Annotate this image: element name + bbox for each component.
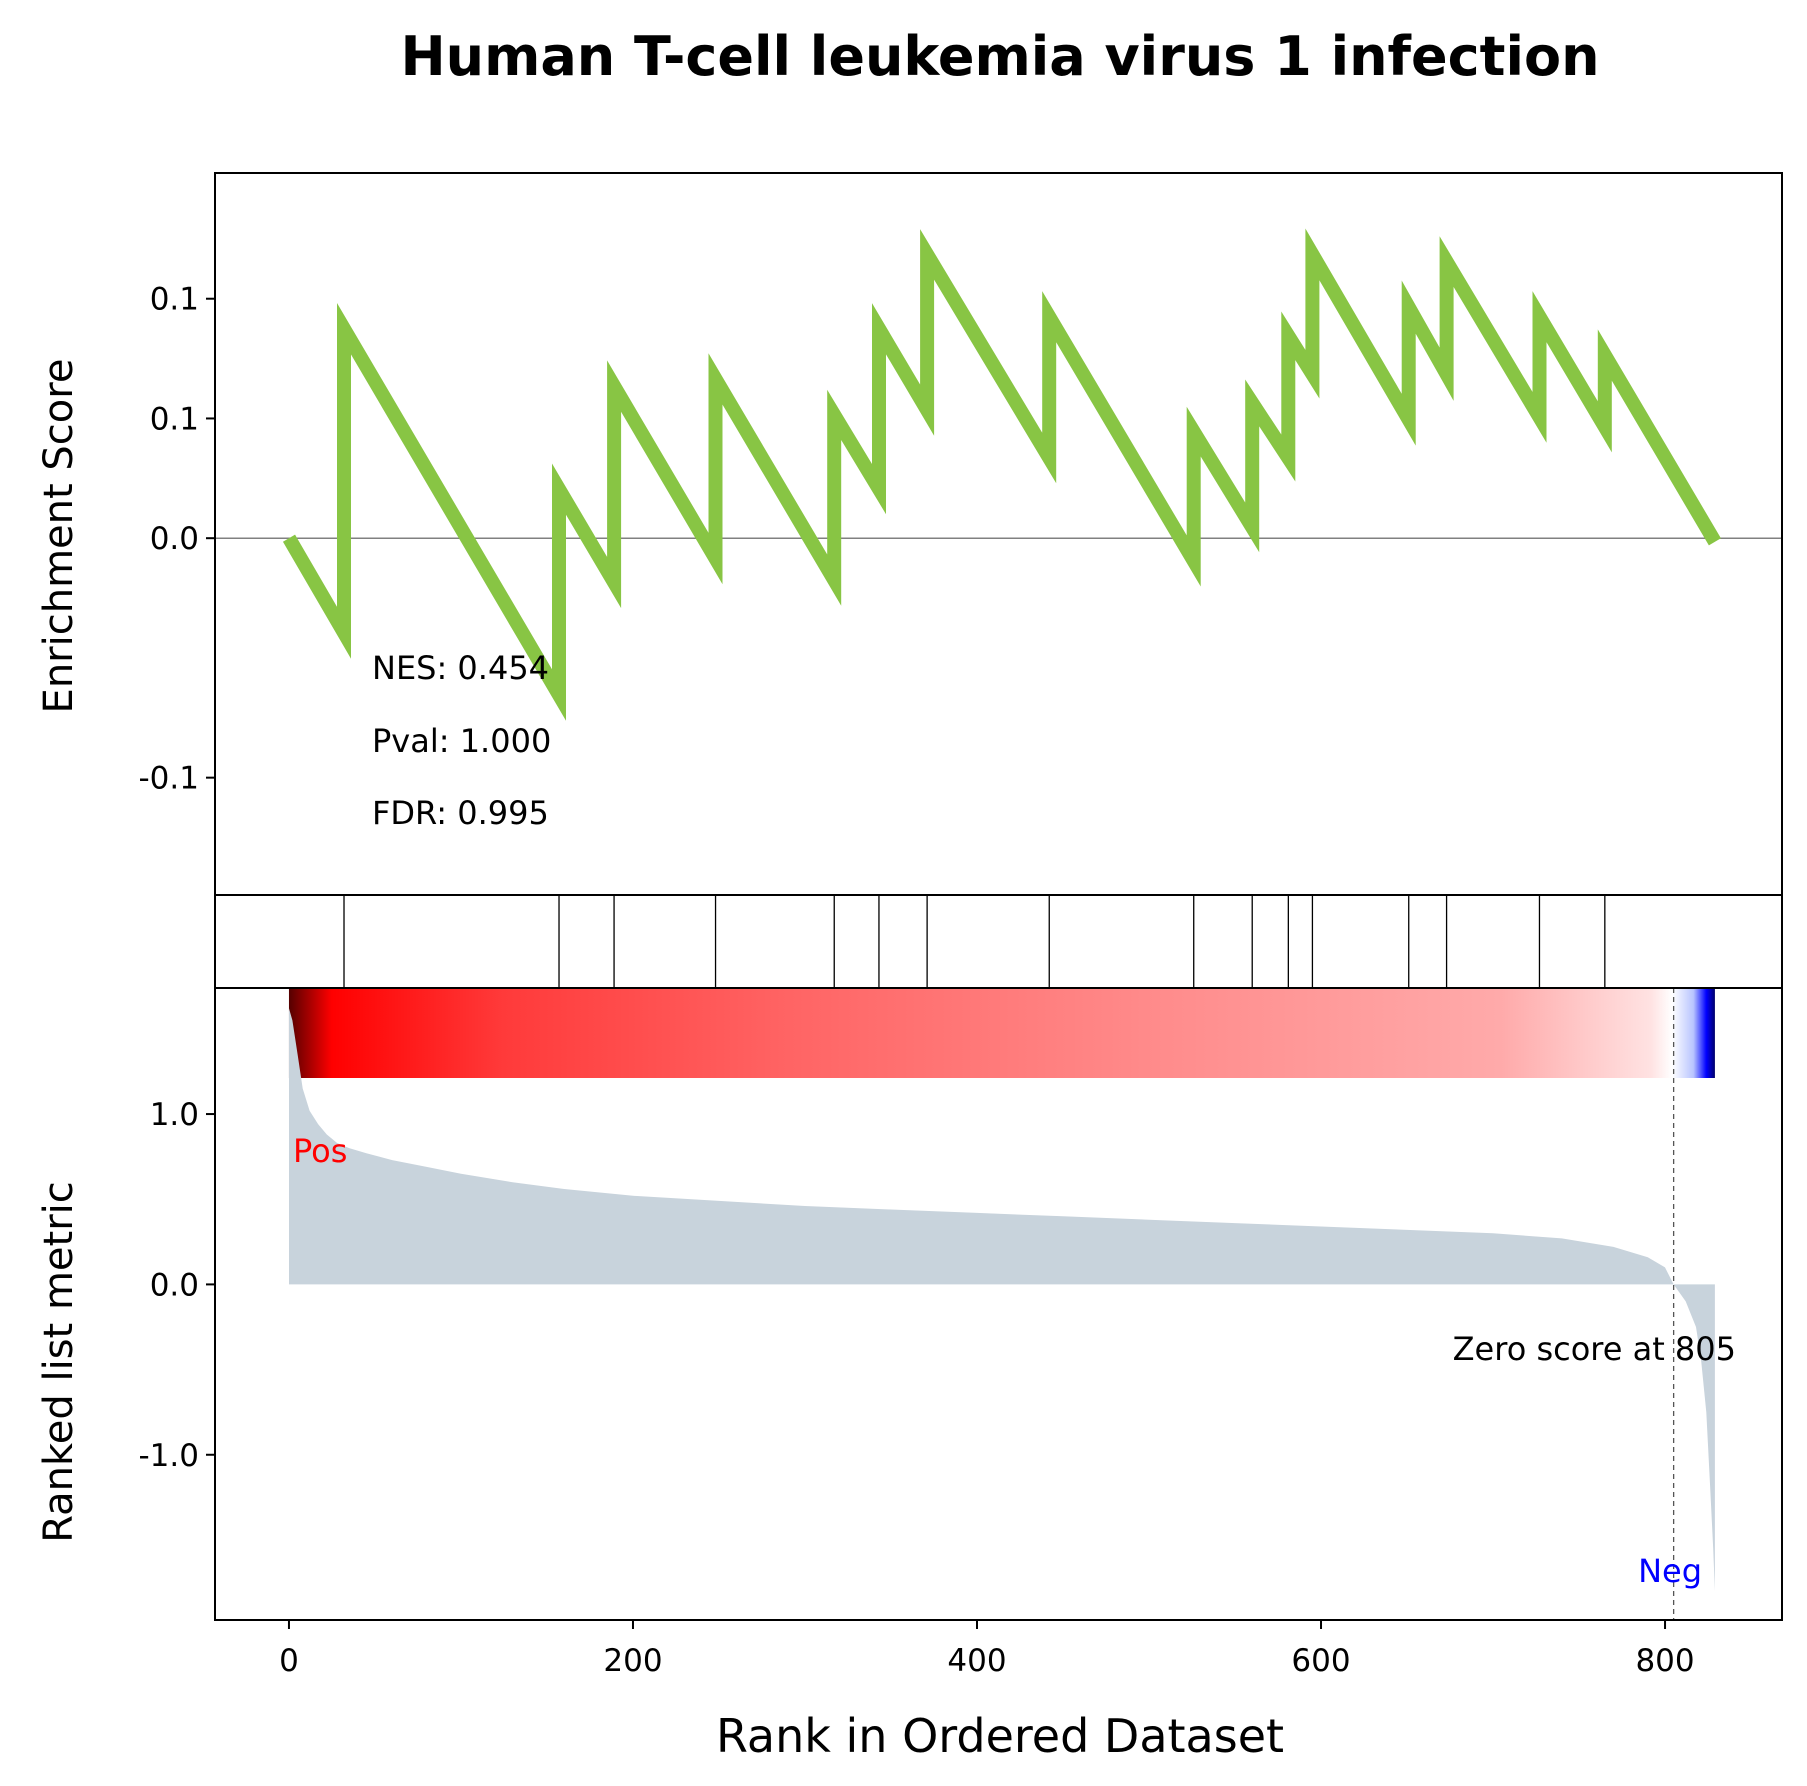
rank-ylabel: Ranked list metric bbox=[36, 1181, 82, 1543]
x-tick-label: 800 bbox=[1635, 1643, 1694, 1679]
es-ytick-label: 0.1 bbox=[150, 401, 199, 437]
fdr-label: FDR: 0.995 bbox=[372, 794, 549, 832]
nes-label: NES: 0.454 bbox=[372, 649, 549, 687]
enrichment-score-panel: -0.1 0.0 0.1 0.1 bbox=[139, 172, 1783, 896]
chart-title: Human T-cell leukemia virus 1 infection bbox=[400, 25, 1599, 88]
es-ytick-label: -0.1 bbox=[139, 761, 200, 797]
es-ytick-label: 0.0 bbox=[150, 521, 199, 557]
ranked-heatmap-bar bbox=[288, 988, 1715, 1078]
es-stats: NES: 0.454 Pval: 1.000 FDR: 0.995 bbox=[372, 649, 551, 832]
es-ytick-label: 0.1 bbox=[150, 282, 199, 318]
x-tick-label: 0 bbox=[279, 1643, 299, 1679]
x-axis-label: Rank in Ordered Dataset bbox=[716, 1709, 1284, 1763]
zero-score-label: Zero score at 805 bbox=[1453, 1330, 1736, 1368]
rank-ytick-label: 1.0 bbox=[150, 1097, 199, 1133]
pos-label: Pos bbox=[293, 1132, 347, 1170]
rank-frame bbox=[214, 987, 1783, 1621]
x-tick-label: 400 bbox=[947, 1643, 1006, 1679]
neg-label: Neg bbox=[1638, 1552, 1702, 1590]
es-frame bbox=[214, 172, 1783, 896]
hits-frame bbox=[214, 894, 1783, 989]
ranked-metric-panel: -1.0 0.0 1.0 bbox=[139, 987, 1783, 1621]
rank-ytick-label: -1.0 bbox=[139, 1438, 200, 1474]
es-ylabel: Enrichment Score bbox=[36, 359, 82, 714]
x-tick-label: 200 bbox=[603, 1643, 662, 1679]
rank-ytick-label: 0.0 bbox=[150, 1267, 199, 1303]
x-axis: 0 200 400 600 800 bbox=[279, 1620, 1695, 1679]
enrichment-score-line bbox=[282, 228, 1721, 721]
pval-label: Pval: 1.000 bbox=[372, 722, 551, 760]
gene-hits-panel bbox=[214, 894, 1783, 989]
ranked-metric-area bbox=[289, 1008, 1715, 1591]
x-tick-label: 600 bbox=[1291, 1643, 1350, 1679]
